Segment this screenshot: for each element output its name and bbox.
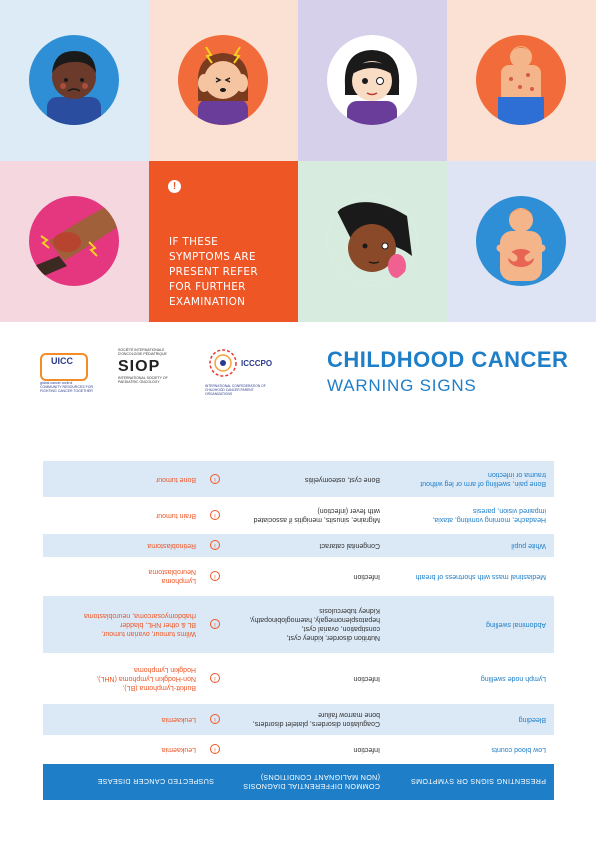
logo-row: UICC global cancer control COMMUNITY RES…: [0, 345, 596, 400]
row-symptom: White pupil: [388, 533, 554, 558]
row-cancer: Bone tumour: [43, 461, 204, 498]
row-symptom: Bone pain, swelling of arm or leg withou…: [388, 461, 554, 498]
child-abdomen-icon: [476, 196, 566, 286]
siop-logo: SOCIÉTÉ INTERNATIONALE D'ONCOLOGIE PÉDIA…: [118, 348, 178, 396]
page-subtitle: WARNING SIGNS: [327, 376, 477, 395]
uicc-logo-sub: global cancer control COMMUNITY RESOURCE…: [40, 381, 94, 393]
tile-neck-child: [298, 161, 447, 322]
header-cancer: SUSPECTED CANCER DISEASE: [43, 763, 222, 800]
row-cancer: Leukaemia: [43, 735, 204, 764]
uicc-logo: UICC global cancer control COMMUNITY RES…: [37, 351, 107, 393]
siop-logo-mark: SIOP: [118, 358, 161, 375]
tile-body-child: [447, 0, 596, 161]
row-cancer: Leukaemia: [43, 703, 204, 736]
table-row: White pupil Congenital cataract i Retino…: [43, 533, 554, 558]
child-eye-icon: [327, 35, 417, 125]
table-row: Abdominal swelling Nutrition disorder, k…: [43, 595, 554, 654]
row-differential: Migraine, sinusits, menigitis if associa…: [222, 497, 388, 534]
info-icon: i: [210, 510, 220, 521]
info-icon: i: [210, 540, 220, 551]
tile-abdomen-child: [447, 161, 596, 322]
uicc-logo-name: UICC: [51, 356, 73, 366]
leg-pain-icon: [29, 196, 119, 286]
row-differential: Bone cyst, osteomyelitis: [222, 461, 388, 498]
row-cancer: Burkitt-Lymphoma (BL), Non-Hodgkin Lymph…: [43, 653, 204, 704]
row-symptom: Headache, morning vomiting, ataxia, impa…: [388, 497, 554, 534]
page-title: CHILDHOOD CANCER: [327, 347, 569, 372]
row-symptom: Lymph node swelling: [388, 653, 554, 704]
row-cancer: Wilms tumour, ovarian tumour, BL & other…: [43, 595, 204, 654]
info-icon: i: [210, 571, 220, 582]
icccpo-emblem-icon: [209, 349, 237, 377]
table-row: Bleeding Coagulation disorders, platelet…: [43, 703, 554, 736]
info-icon: i: [210, 474, 220, 485]
row-differential: Infection: [222, 653, 388, 704]
header-differential: COMMON DIFFERENTIAL DIAGNOSIS (NON MALIG…: [222, 763, 388, 800]
row-differential: Infection: [222, 557, 388, 596]
row-symptom: Abdominal swelling: [388, 595, 554, 654]
row-cancer: Retinoblastoma: [43, 533, 204, 558]
tile-leg-pain: [0, 161, 149, 322]
row-differential: Infection: [222, 735, 388, 764]
info-icon: i: [210, 744, 220, 755]
row-differential: Congenital cataract: [222, 533, 388, 558]
table-row: Headache, morning vomiting, ataxia, impa…: [43, 497, 554, 534]
row-differential: Coagulation disorders, platelet disorder…: [222, 703, 388, 736]
row-symptom: Mediastinal mass with shortness of breat…: [388, 557, 554, 596]
table-row: Low blood counts Infection i Leukaemia: [43, 735, 554, 764]
info-icon: i: [210, 673, 220, 684]
child-neck-icon: [327, 196, 417, 286]
icccpo-logo-name: ICCCPO: [241, 359, 273, 368]
headline: CHILDHOOD CANCER WARNING SIGNS: [327, 347, 568, 396]
row-symptom: Low blood counts: [388, 735, 554, 764]
child-body-icon: [476, 35, 566, 125]
alert-message: IF THESE SYMPTOMS ARE PRESENT REFER FOR …: [169, 236, 258, 308]
info-icon: i: [210, 619, 220, 630]
row-cancer: Brain tumour: [43, 497, 204, 534]
illustration-grid: ! IF THESE SYMPTOMS ARE PRESENT REFER FO…: [0, 0, 596, 322]
table-header-row: PRESENTING SIGNS OR SYMPTOMS COMMON DIFF…: [43, 763, 554, 800]
info-icon: i: [210, 714, 220, 725]
icccpo-logo: ICCCPO INTERNATIONAL CONFEDERATION OF CH…: [205, 347, 275, 397]
siop-logo-top: SOCIÉTÉ INTERNATIONALE D'ONCOLOGIE PÉDIA…: [118, 348, 167, 356]
child-headache-icon: [178, 35, 268, 125]
alert-tile: ! IF THESE SYMPTOMS ARE PRESENT REFER FO…: [149, 161, 298, 322]
exclamation-icon: !: [168, 180, 181, 193]
icccpo-logo-sub: INTERNATIONAL CONFEDERATION OF CHILDHOOD…: [205, 384, 266, 396]
warning-signs-table: PRESENTING SIGNS OR SYMPTOMS COMMON DIFF…: [43, 461, 554, 800]
table-row: Bone pain, swelling of arm or leg withou…: [43, 461, 554, 498]
tile-sad-child: [0, 0, 149, 161]
tile-headache-child: [149, 0, 298, 161]
siop-logo-bottom: INTERNATIONAL SOCIETY OF PAEDIATRIC ONCO…: [118, 376, 168, 384]
row-symptom: Bleeding: [388, 703, 554, 736]
table-row: Mediastinal mass with shortness of breat…: [43, 557, 554, 596]
header-symptoms: PRESENTING SIGNS OR SYMPTOMS: [388, 763, 554, 800]
row-cancer: Lymphoma Neuroblastoma: [43, 557, 204, 596]
child-sad-icon: [29, 35, 119, 125]
tile-eye-child: [298, 0, 447, 161]
row-differential: Nutrition disorder, kidney cyst, constip…: [222, 595, 388, 654]
table-row: Lymph node swelling Infection i Burkitt-…: [43, 653, 554, 704]
